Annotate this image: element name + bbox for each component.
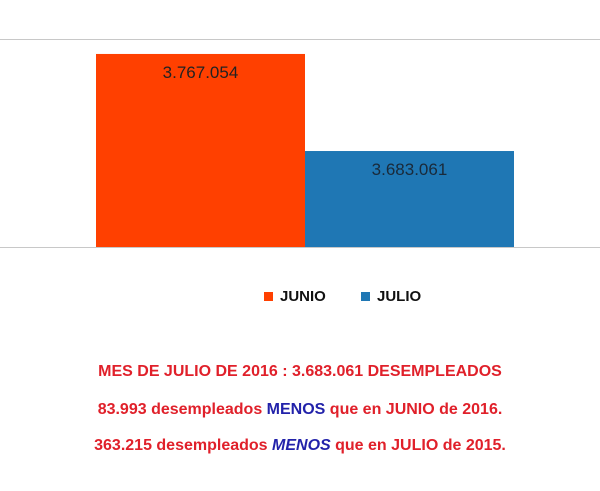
caption-line-2: 83.993 desempleados MENOS que en JUNIO d… — [0, 401, 600, 419]
legend-label-julio: JULIO — [377, 288, 422, 305]
caption-line-1-text: MES DE JULIO DE 2016 : 3.683.061 DESEMPL… — [98, 363, 502, 380]
bar-label-julio: 3.683.061 — [372, 160, 448, 179]
bar-chart: 3.767.054 3.683.061 JUNIO JULIO — [0, 39, 600, 305]
bar-julio — [305, 151, 514, 247]
caption-line-2-part-c: que en JUNIO de 2016. — [325, 401, 503, 418]
caption-line-2-part-a: 83.993 desempleados — [97, 401, 267, 418]
legend-swatch-junio — [264, 292, 273, 301]
caption-line-3-menos: MENOS — [272, 437, 331, 454]
caption-line-3: 363.215 desempleados MENOS que en JULIO … — [0, 437, 600, 455]
caption-line-3-part-c: que en JULIO de 2015. — [330, 437, 506, 454]
legend-swatch-julio — [361, 292, 370, 301]
caption-line-2-menos: MENOS — [266, 401, 326, 418]
bar-label-junio: 3.767.054 — [163, 63, 239, 82]
caption-line-1: MES DE JULIO DE 2016 : 3.683.061 DESEMPL… — [0, 363, 600, 381]
legend-label-junio: JUNIO — [280, 288, 326, 305]
caption-line-3-part-a: 363.215 desempleados — [94, 437, 273, 454]
bar-junio — [96, 53, 305, 247]
